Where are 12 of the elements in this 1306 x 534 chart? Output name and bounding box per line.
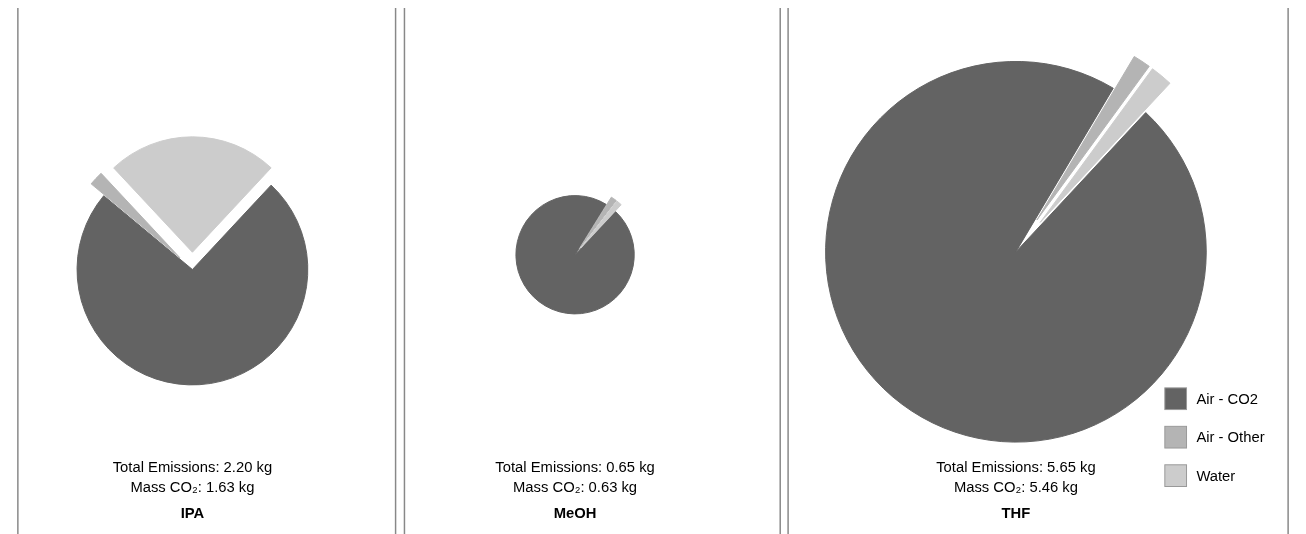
legend-label: Air - Other [1196, 429, 1265, 446]
text: Total Emissions: 0.65 kg [495, 458, 655, 475]
legend-label: Water [1196, 467, 1236, 484]
text: Mass CO₂: 1.63 kg [130, 479, 255, 496]
text: Mass CO₂: 0.63 kg [513, 479, 638, 496]
text: IPA [180, 505, 205, 522]
legend-label: Air - CO2 [1196, 390, 1258, 407]
text: Total Emissions: 5.65 kg [936, 458, 1096, 475]
text: Mass CO₂: 5.46 kg [953, 479, 1078, 496]
text: THF [1001, 505, 1031, 522]
text: MeOH [553, 505, 597, 522]
text: Total Emissions: 2.20 kg [112, 458, 273, 475]
